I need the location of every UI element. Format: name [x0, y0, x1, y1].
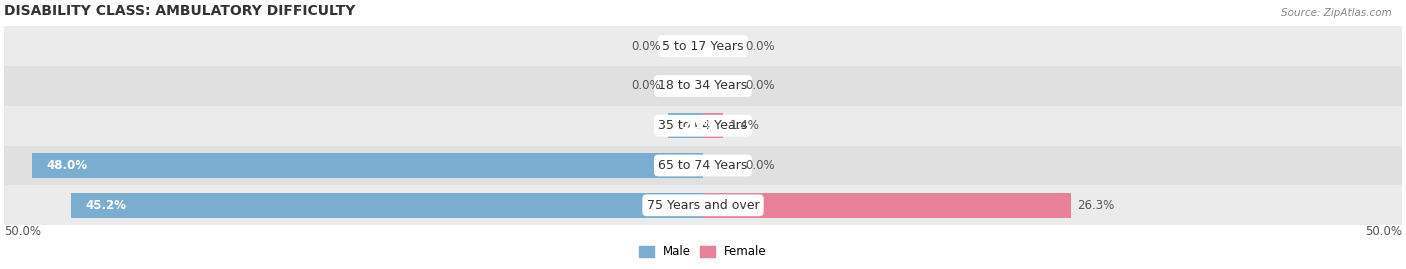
Bar [703, 193, 1070, 218]
Bar [4, 26, 1402, 66]
Text: 50.0%: 50.0% [4, 225, 41, 238]
Legend: Male, Female: Male, Female [634, 240, 772, 263]
Bar [4, 66, 1402, 106]
Bar [4, 106, 1402, 146]
Bar [703, 114, 723, 138]
Bar [32, 153, 703, 178]
Text: 18 to 34 Years: 18 to 34 Years [658, 79, 748, 93]
Text: 35 to 64 Years: 35 to 64 Years [658, 119, 748, 132]
Bar [668, 114, 703, 138]
Text: 26.3%: 26.3% [1077, 199, 1115, 212]
Text: Source: ZipAtlas.com: Source: ZipAtlas.com [1281, 8, 1392, 18]
Text: 48.0%: 48.0% [46, 159, 87, 172]
Text: 5 to 17 Years: 5 to 17 Years [662, 40, 744, 53]
Text: 1.4%: 1.4% [730, 119, 759, 132]
Text: 65 to 74 Years: 65 to 74 Years [658, 159, 748, 172]
Text: 0.0%: 0.0% [745, 79, 775, 93]
Text: 2.5%: 2.5% [682, 119, 714, 132]
Bar [72, 193, 703, 218]
Text: 0.0%: 0.0% [745, 40, 775, 53]
Text: 75 Years and over: 75 Years and over [647, 199, 759, 212]
Text: 0.0%: 0.0% [631, 40, 661, 53]
Text: 45.2%: 45.2% [86, 199, 127, 212]
Text: 50.0%: 50.0% [1365, 225, 1402, 238]
Bar [4, 146, 1402, 185]
Text: 0.0%: 0.0% [745, 159, 775, 172]
Text: 0.0%: 0.0% [631, 79, 661, 93]
Text: DISABILITY CLASS: AMBULATORY DIFFICULTY: DISABILITY CLASS: AMBULATORY DIFFICULTY [4, 4, 356, 18]
Bar [4, 185, 1402, 225]
